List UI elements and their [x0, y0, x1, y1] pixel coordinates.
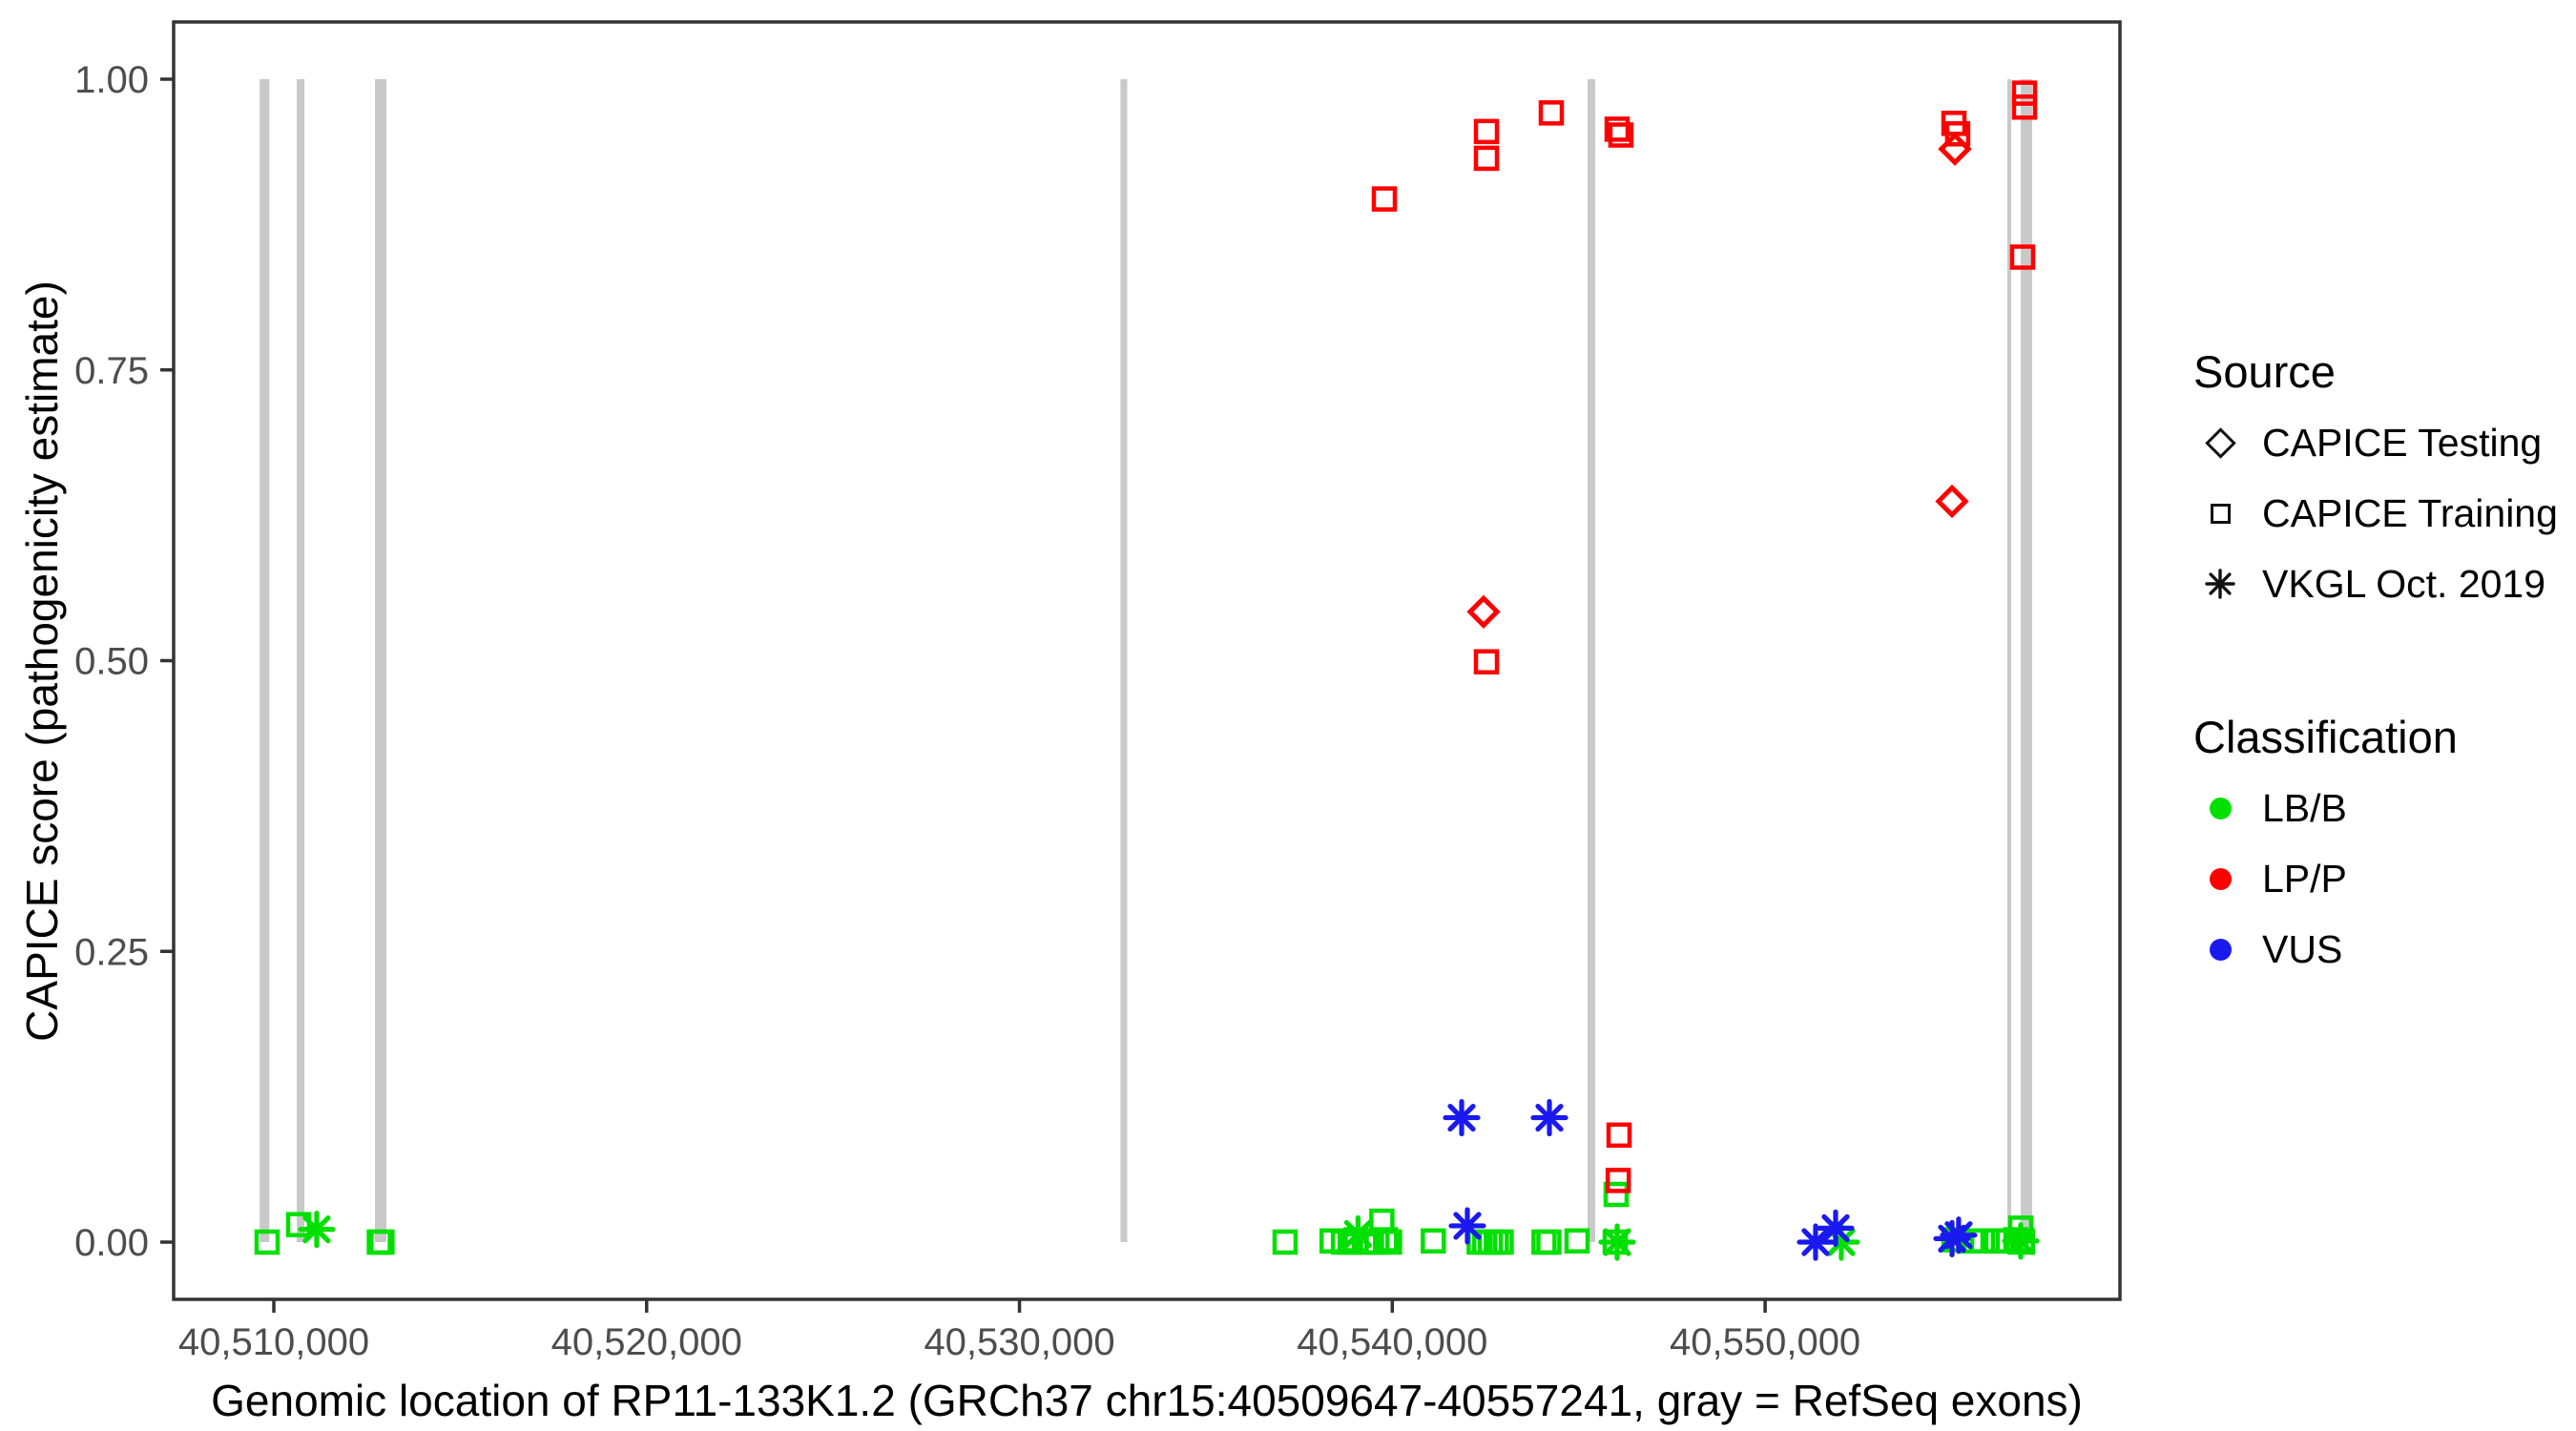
legend-group-source: Source CAPICE Testing CAPICE Training [2190, 345, 2571, 619]
legend-label: CAPICE Training [2262, 490, 2558, 535]
legend-label: LP/P [2262, 856, 2347, 901]
legend-item-capice-training: CAPICE Training [2190, 478, 2571, 549]
svg-text:0.75: 0.75 [74, 350, 149, 392]
svg-text:40,510,000: 40,510,000 [178, 1321, 369, 1363]
asterisk-marker-icon [2190, 567, 2251, 601]
legend-group-classification: Classification LB/B LP/P VUS [2190, 711, 2571, 985]
svg-text:40,530,000: 40,530,000 [924, 1321, 1114, 1363]
svg-text:40,520,000: 40,520,000 [551, 1321, 742, 1363]
y-axis-title: CAPICE score (pathogenicity estimate) [17, 280, 67, 1042]
svg-text:0.50: 0.50 [74, 641, 149, 683]
legend-item-lbb: LB/B [2190, 773, 2571, 843]
square-marker-icon [2190, 503, 2251, 524]
x-axis-title: Genomic location of RP11-133K1.2 (GRCh37… [211, 1376, 2083, 1425]
blue-dot-icon [2190, 938, 2251, 961]
svg-text:0.25: 0.25 [74, 931, 149, 973]
svg-text:40,550,000: 40,550,000 [1670, 1321, 1860, 1363]
red-dot-icon [2190, 867, 2251, 890]
legend-label: VUS [2262, 926, 2343, 971]
legend-title-classification: Classification [2193, 712, 2458, 762]
legend: Source CAPICE Testing CAPICE Training [2190, 345, 2571, 1076]
diamond-marker-icon [2190, 426, 2251, 459]
svg-text:1.00: 1.00 [74, 59, 149, 101]
svg-text:40,540,000: 40,540,000 [1297, 1321, 1487, 1363]
legend-item-lpp: LP/P [2190, 843, 2571, 914]
svg-text:0.00: 0.00 [74, 1222, 149, 1264]
legend-label: CAPICE Testing [2262, 420, 2543, 465]
legend-item-vkgl: VKGL Oct. 2019 [2190, 549, 2571, 619]
legend-title-source: Source [2193, 346, 2336, 397]
legend-item-capice-testing: CAPICE Testing [2190, 407, 2571, 478]
legend-label: VKGL Oct. 2019 [2262, 561, 2546, 606]
legend-item-vus: VUS [2190, 914, 2571, 985]
green-dot-icon [2190, 797, 2251, 819]
legend-label: LB/B [2262, 785, 2347, 830]
